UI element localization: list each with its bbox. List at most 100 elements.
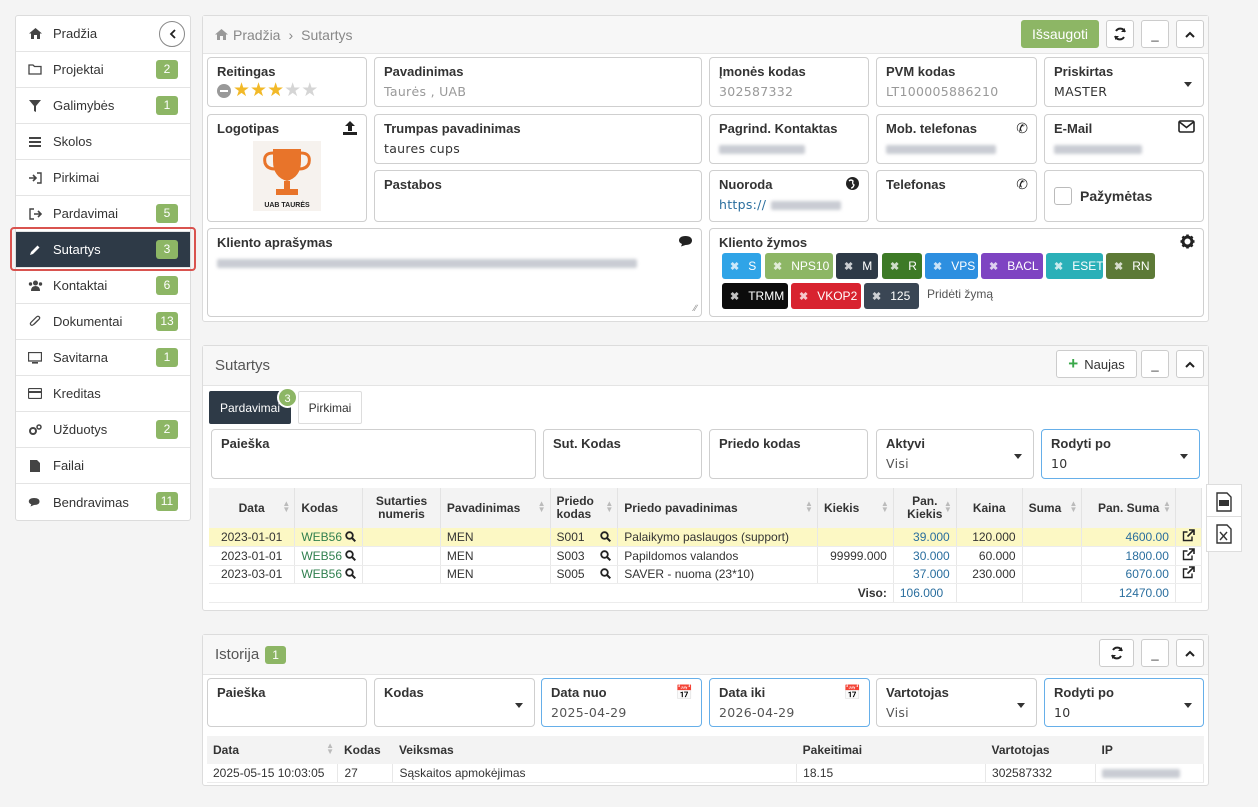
cell-appendix-code[interactable]: S005: [550, 565, 619, 584]
search-icon[interactable]: [600, 550, 612, 561]
close-icon[interactable]: ✖: [989, 260, 999, 273]
col-history-action[interactable]: Veiksmas: [392, 736, 797, 764]
sidebar-item-kreditas[interactable]: Kreditas: [16, 376, 190, 412]
export-excel-button[interactable]: [1206, 516, 1242, 552]
cell-appendix-code[interactable]: S001: [550, 528, 619, 547]
close-icon[interactable]: ✖: [799, 290, 809, 303]
search-icon[interactable]: [345, 531, 357, 542]
close-icon[interactable]: ✖: [773, 260, 783, 273]
history-search-field[interactable]: Paieška: [207, 678, 367, 727]
minimize-button[interactable]: _: [1141, 639, 1169, 667]
sidebar-item-galimyb-s[interactable]: Galimybės 1: [16, 88, 190, 124]
refresh-button[interactable]: [1099, 639, 1134, 667]
add-tag-link[interactable]: Pridėti žymą: [927, 287, 994, 301]
company-code-field[interactable]: Įmonės kodas 302587332: [709, 57, 869, 107]
globe-icon[interactable]: [845, 176, 860, 194]
col-pan-sum[interactable]: Pan. Suma ▲ ▼: [1081, 488, 1176, 528]
email-field[interactable]: E-Mail: [1044, 114, 1204, 164]
close-icon[interactable]: ✖: [890, 260, 900, 273]
appendix-code-filter[interactable]: Priedo kodas: [709, 429, 868, 479]
client-tag[interactable]: ✖ ESET: [1046, 253, 1104, 279]
vat-code-field[interactable]: PVM kodas LT100005886210: [876, 57, 1037, 107]
close-icon[interactable]: ✖: [872, 290, 882, 303]
col-appendix-code[interactable]: Priedo kodas ▲ ▼: [550, 488, 619, 528]
link-value[interactable]: https://: [719, 197, 859, 212]
marked-checkbox-field[interactable]: Pažymėtas: [1044, 170, 1204, 222]
marked-checkbox[interactable]: [1054, 187, 1072, 205]
date-to-field[interactable]: Data iki 📅 2026-04-29: [709, 678, 870, 727]
col-name[interactable]: Pavadinimas ▲ ▼: [440, 488, 551, 528]
client-tag[interactable]: ✖ VPS: [925, 253, 978, 279]
refresh-button[interactable]: [1106, 20, 1134, 48]
client-tag[interactable]: ✖ 125: [864, 283, 919, 309]
table-row[interactable]: 2023-01-01 WEB56 MEN S003 Papildomos valando…: [209, 546, 1203, 566]
search-icon[interactable]: [600, 568, 612, 580]
sidebar-item-dokumentai[interactable]: Dokumentai 13: [16, 304, 190, 340]
close-icon[interactable]: ✖: [730, 290, 740, 303]
active-select[interactable]: Aktyvi Visi: [876, 429, 1034, 479]
phone-field[interactable]: Telefonas ✆: [876, 170, 1037, 222]
client-tag[interactable]: ✖ RN: [1106, 253, 1155, 279]
client-tag[interactable]: ✖ M: [836, 253, 878, 279]
mobile-phone-field[interactable]: Mob. telefonas ✆: [876, 114, 1037, 164]
search-icon[interactable]: [345, 568, 357, 580]
save-button[interactable]: Išsaugoti: [1021, 20, 1099, 48]
sidebar-item-projektai[interactable]: Projektai 2: [16, 52, 190, 88]
client-tag[interactable]: ✖ NPS10: [765, 253, 833, 279]
link-field[interactable]: Nuoroda https://: [709, 170, 869, 222]
col-history-ip[interactable]: IP: [1095, 736, 1204, 764]
sidebar-item-prad-ia[interactable]: Pradžia: [16, 16, 190, 52]
user-select[interactable]: Vartotojas Visi: [876, 678, 1037, 727]
name-field[interactable]: Pavadinimas Taurės , UAB: [374, 57, 702, 107]
star-icon[interactable]: ★: [267, 80, 285, 101]
sidebar-item-pirkimai[interactable]: Pirkimai: [16, 160, 190, 196]
assigned-select[interactable]: Priskirtas MASTER: [1044, 57, 1204, 107]
col-history-changes[interactable]: Pakeitimai: [796, 736, 986, 764]
calendar-icon[interactable]: 📅: [843, 684, 861, 700]
sidebar-item-failai[interactable]: Failai: [16, 448, 190, 484]
close-icon[interactable]: ✖: [933, 260, 943, 273]
client-tag[interactable]: ✖ S: [722, 253, 761, 279]
sidebar-collapse-button[interactable]: [159, 21, 185, 47]
sidebar-item-sutartys[interactable]: Sutartys 3: [16, 232, 190, 268]
phone-icon[interactable]: ✆: [1016, 176, 1028, 192]
short-name-field[interactable]: Trumpas pavadinimas taures cups: [374, 114, 702, 164]
close-icon[interactable]: ✖: [1054, 260, 1064, 273]
client-tag[interactable]: ✖ BACL: [981, 253, 1043, 279]
external-link-icon[interactable]: [1182, 547, 1195, 561]
minimize-button[interactable]: _: [1141, 350, 1169, 378]
cell-code[interactable]: WEB56: [294, 565, 364, 584]
col-history-user[interactable]: Vartotojas: [985, 736, 1096, 764]
table-row[interactable]: 2023-01-01 WEB56 MEN S001 Palaikymo paslaugo…: [209, 528, 1203, 547]
collapse-button[interactable]: [1176, 350, 1204, 378]
gear-icon[interactable]: [1180, 234, 1195, 252]
col-sum[interactable]: Suma ▲ ▼: [1022, 488, 1083, 528]
col-pan-quantity[interactable]: Pan. Kiekis ▲ ▼: [893, 488, 957, 528]
col-history-date[interactable]: Data ▲ ▼: [207, 736, 338, 764]
rating-stars[interactable]: ★ ★ ★ ★ ★: [217, 81, 357, 100]
new-contract-button[interactable]: + Naujas: [1056, 350, 1137, 378]
col-appendix-name[interactable]: Priedo pavadinimas ▲ ▼: [617, 488, 818, 528]
search-icon[interactable]: [345, 550, 357, 561]
rating-clear-icon[interactable]: [217, 83, 231, 98]
client-description-field[interactable]: Kliento aprašymas ∕∕: [207, 228, 702, 317]
client-tag[interactable]: ✖ TRMM: [722, 283, 788, 309]
sidebar-item-bendravimas[interactable]: Bendravimas 11: [16, 484, 190, 520]
close-icon[interactable]: ✖: [844, 260, 854, 273]
star-icon[interactable]: ★: [233, 80, 251, 101]
contract-code-filter[interactable]: Sut. Kodas: [543, 429, 702, 479]
col-history-code[interactable]: Kodas: [337, 736, 393, 764]
contract-search-field[interactable]: Paieška: [211, 429, 536, 479]
export-csv-button[interactable]: [1206, 484, 1242, 520]
table-row[interactable]: 2023-03-01 WEB56 MEN S005 SAVER - nuoma (23*…: [209, 565, 1203, 584]
sidebar-item-kontaktai[interactable]: Kontaktai 6: [16, 268, 190, 304]
history-page-size-select[interactable]: Rodyti po 10: [1044, 678, 1204, 727]
col-date[interactable]: Data ▲ ▼: [209, 488, 296, 528]
external-link-icon[interactable]: [1182, 529, 1195, 542]
minimize-button[interactable]: _: [1141, 20, 1169, 48]
client-tag[interactable]: ✖ VKOP2: [791, 283, 861, 309]
cell-code[interactable]: WEB56: [294, 528, 364, 547]
upload-icon[interactable]: [342, 120, 358, 139]
calendar-icon[interactable]: 📅: [675, 684, 693, 700]
cell-open[interactable]: [1175, 528, 1203, 547]
